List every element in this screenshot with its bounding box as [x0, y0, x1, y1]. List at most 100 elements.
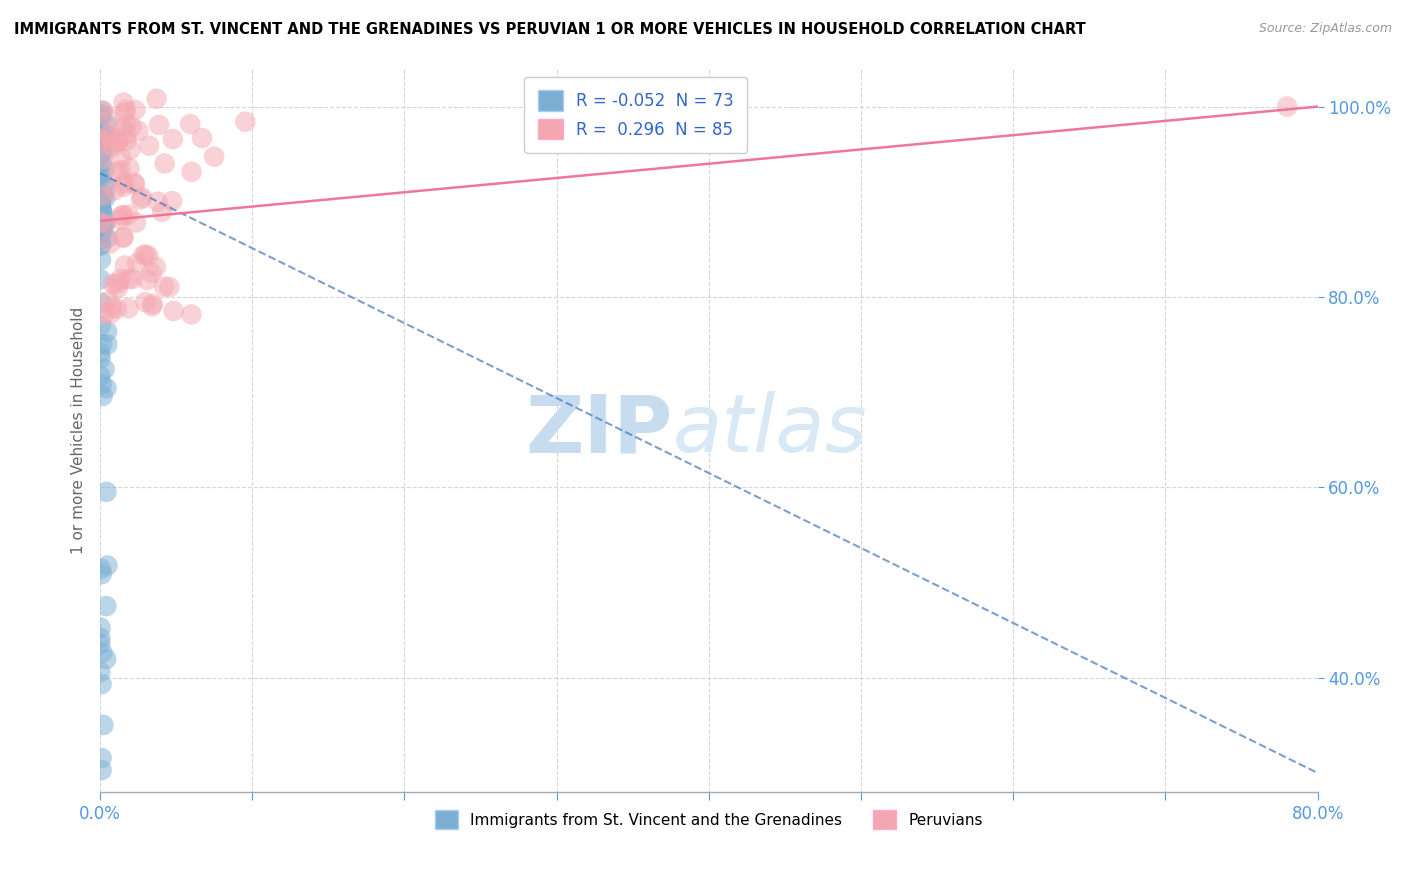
Point	[114, 106, 136, 120]
Text: IMMIGRANTS FROM ST. VINCENT AND THE GRENADINES VS PERUVIAN 1 OR MORE VEHICLES IN: IMMIGRANTS FROM ST. VINCENT AND THE GREN…	[14, 22, 1085, 37]
Point	[98, 293, 121, 308]
Point	[124, 178, 146, 192]
Point	[90, 111, 112, 125]
Point	[97, 118, 120, 132]
Point	[129, 193, 152, 207]
Point	[153, 156, 176, 170]
Point	[90, 145, 112, 160]
Point	[125, 215, 148, 229]
Point	[131, 190, 153, 204]
Point	[101, 300, 124, 314]
Point	[90, 252, 112, 267]
Point	[91, 205, 114, 219]
Point	[90, 134, 112, 148]
Point	[90, 202, 112, 217]
Point	[157, 280, 180, 294]
Point	[127, 124, 149, 138]
Point	[118, 161, 141, 176]
Point	[90, 216, 112, 230]
Point	[91, 337, 114, 351]
Point	[132, 248, 155, 262]
Point	[89, 346, 111, 360]
Point	[96, 599, 118, 613]
Point	[94, 190, 117, 204]
Point	[91, 135, 114, 149]
Point	[93, 217, 115, 231]
Point	[148, 118, 170, 132]
Point	[112, 95, 135, 110]
Point	[146, 194, 169, 209]
Point	[90, 763, 112, 777]
Point	[107, 164, 129, 178]
Point	[89, 167, 111, 181]
Point	[90, 127, 112, 141]
Point	[89, 131, 111, 145]
Point	[110, 212, 132, 227]
Point	[101, 277, 124, 291]
Point	[150, 205, 173, 219]
Point	[96, 558, 118, 573]
Point	[160, 194, 183, 208]
Point	[89, 165, 111, 179]
Point	[138, 249, 160, 263]
Point	[93, 307, 115, 321]
Point	[121, 272, 143, 286]
Point	[94, 217, 117, 231]
Point	[90, 192, 112, 206]
Point	[96, 231, 118, 245]
Point	[98, 129, 121, 144]
Point	[90, 751, 112, 765]
Text: atlas: atlas	[672, 392, 868, 469]
Point	[89, 132, 111, 146]
Point	[141, 299, 163, 313]
Point	[91, 224, 114, 238]
Point	[89, 233, 111, 247]
Point	[121, 120, 143, 134]
Point	[110, 163, 132, 178]
Point	[162, 304, 184, 318]
Point	[96, 652, 118, 666]
Point	[111, 208, 134, 222]
Point	[89, 621, 111, 635]
Point	[110, 272, 132, 286]
Point	[90, 170, 112, 185]
Point	[101, 137, 124, 152]
Point	[89, 665, 111, 680]
Point	[117, 208, 139, 222]
Point	[91, 103, 114, 118]
Point	[90, 107, 112, 121]
Point	[90, 197, 112, 211]
Point	[114, 103, 136, 117]
Point	[90, 377, 112, 392]
Point	[89, 272, 111, 286]
Point	[162, 132, 184, 146]
Point	[91, 145, 114, 160]
Point	[93, 362, 115, 376]
Point	[96, 484, 118, 499]
Point	[90, 194, 112, 209]
Point	[91, 216, 114, 230]
Point	[89, 631, 111, 645]
Point	[107, 277, 129, 291]
Point	[127, 256, 149, 270]
Point	[112, 176, 135, 190]
Point	[94, 131, 117, 145]
Point	[112, 121, 135, 136]
Text: ZIP: ZIP	[524, 392, 672, 469]
Point	[90, 226, 112, 240]
Point	[93, 178, 115, 192]
Point	[91, 204, 114, 219]
Point	[91, 389, 114, 403]
Point	[134, 295, 156, 310]
Point	[93, 718, 115, 732]
Point	[122, 176, 145, 190]
Point	[90, 318, 112, 333]
Point	[107, 281, 129, 295]
Point	[90, 295, 112, 310]
Point	[93, 162, 115, 177]
Point	[90, 351, 112, 366]
Point	[111, 209, 134, 223]
Point	[134, 247, 156, 261]
Point	[112, 179, 135, 194]
Point	[98, 236, 121, 251]
